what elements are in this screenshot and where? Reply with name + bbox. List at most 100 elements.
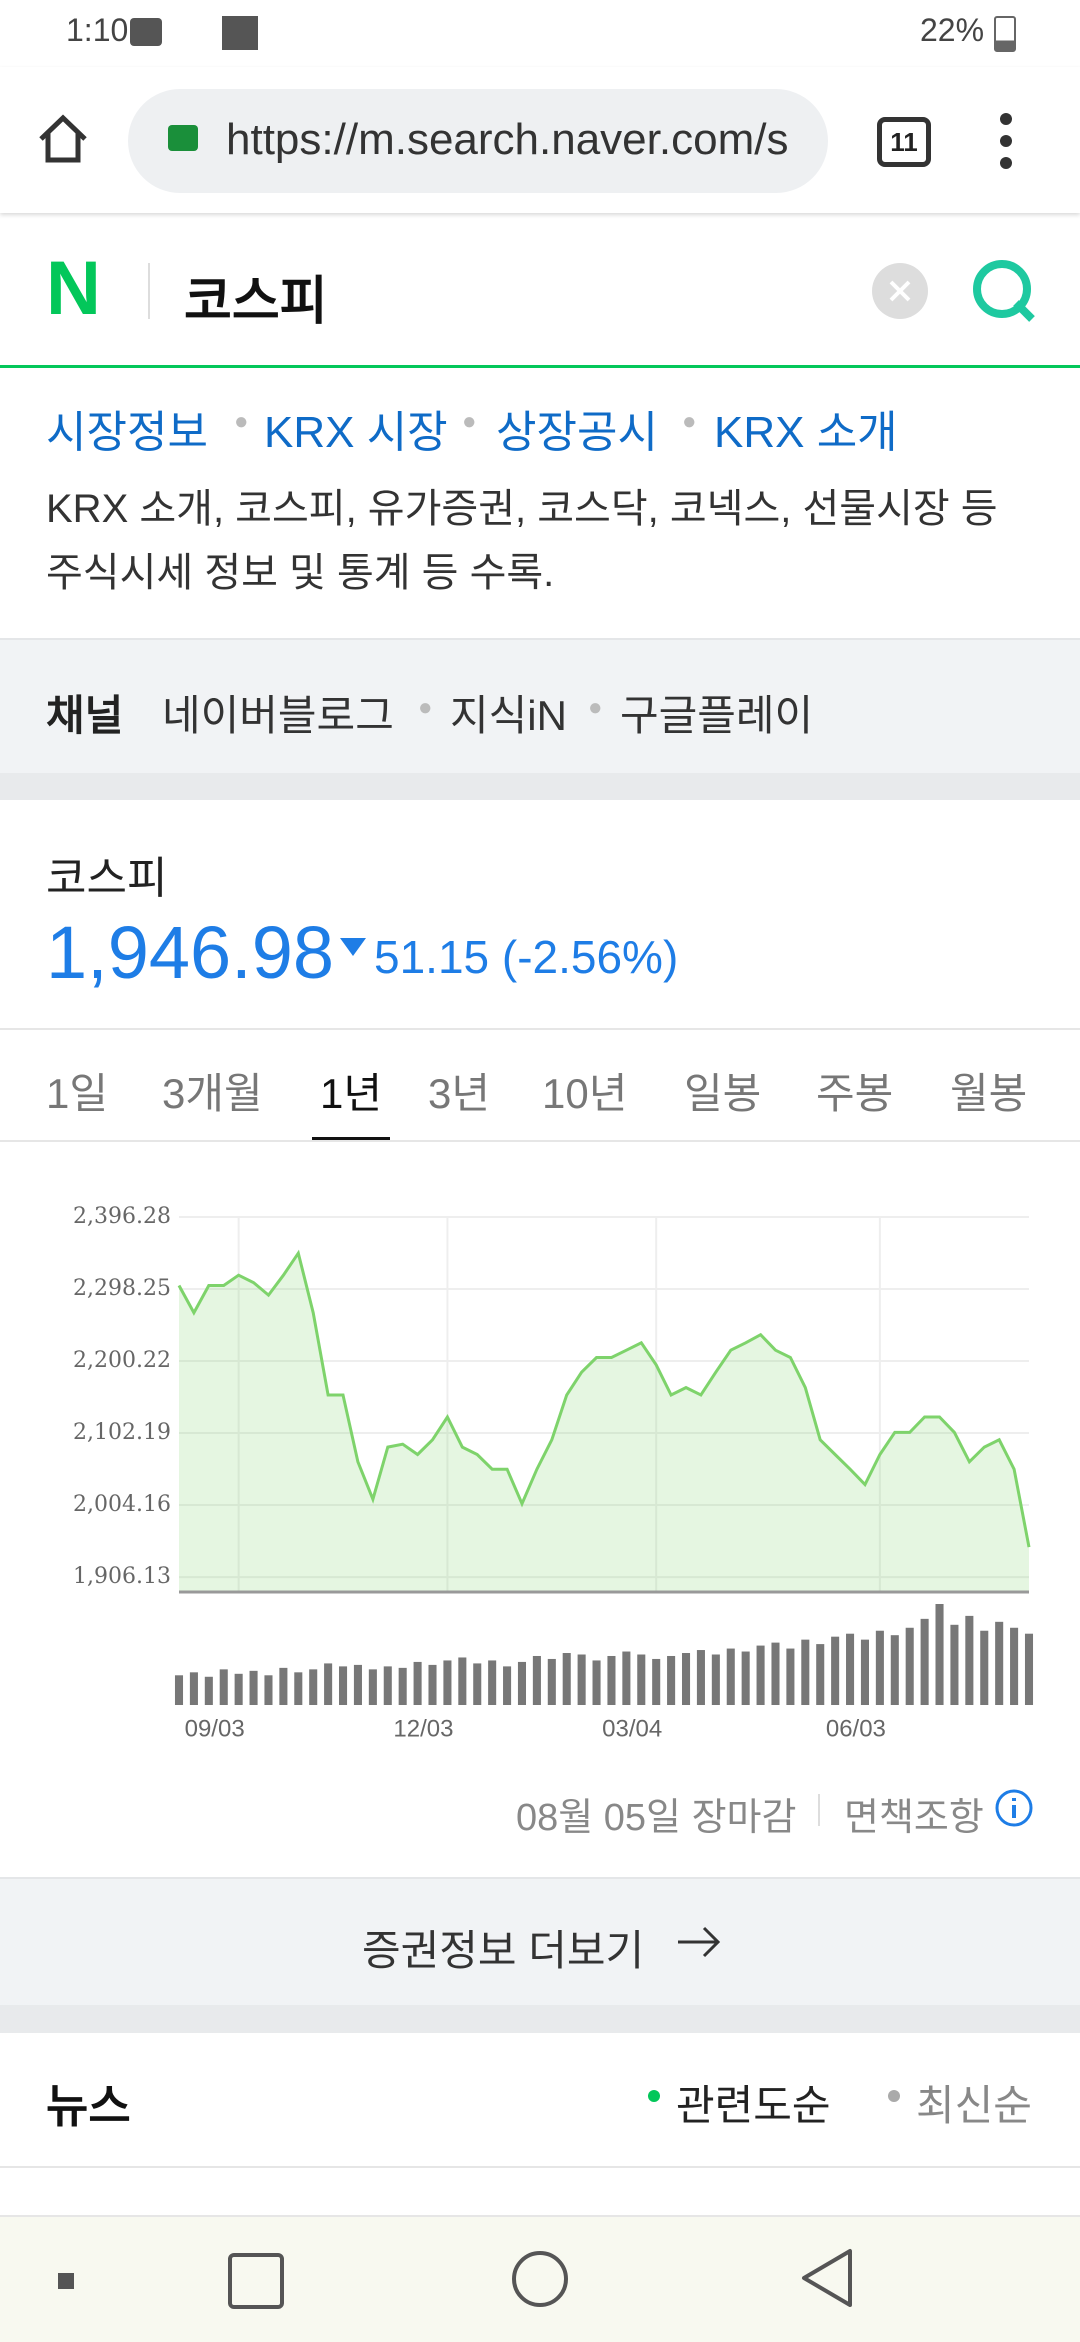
volume-bar (443, 1660, 452, 1705)
disclaimer[interactable]: 면책조항 (844, 1797, 984, 1839)
volume-bar (1024, 1633, 1034, 1705)
battery-icon (994, 16, 1016, 52)
stock-name: 코스피 (46, 854, 168, 903)
volume-bar (353, 1664, 362, 1705)
nav-back[interactable] (800, 2247, 856, 2309)
link[interactable]: 상장공시 (496, 408, 658, 457)
volume-bar (517, 1661, 527, 1705)
channel-item[interactable]: 네이버블로그 (162, 692, 394, 739)
volume-bar (562, 1653, 571, 1705)
separator: ● (682, 408, 697, 435)
info-icon[interactable] (994, 1788, 1034, 1828)
volume-bar (831, 1636, 840, 1705)
volume-bar (234, 1673, 243, 1705)
volume-bar (592, 1660, 601, 1705)
period-tab[interactable]: 10년 (542, 1070, 628, 1117)
link[interactable]: KRX 소개 (714, 408, 898, 457)
menu-button[interactable] (996, 111, 1016, 171)
volume-bar (383, 1666, 392, 1705)
volume-bar (920, 1618, 929, 1705)
period-tab[interactable]: 주봉 (816, 1070, 894, 1117)
volume-bar (965, 1615, 974, 1705)
y-tick-label: 2,298.25 (73, 1276, 171, 1301)
clear-button[interactable] (872, 263, 928, 319)
volume-bar (503, 1666, 512, 1705)
volume-bar (637, 1654, 646, 1705)
section-gap (0, 773, 1080, 800)
volume-bar (1010, 1627, 1019, 1705)
volume-bar (294, 1672, 303, 1705)
y-tick-label: 2,004.16 (73, 1492, 171, 1517)
period-tab[interactable]: 일봉 (684, 1070, 762, 1117)
link[interactable]: 시장정보 (46, 408, 208, 457)
volume-bar (950, 1624, 959, 1705)
volume-bar (174, 1675, 184, 1705)
volume-bar (771, 1642, 780, 1705)
y-tick-label: 1,906.13 (73, 1564, 171, 1589)
stock-change: 51.15 (-2.56%) (374, 931, 679, 983)
period-tab[interactable]: 3년 (428, 1070, 490, 1117)
y-tick-label: 2,200.22 (73, 1348, 171, 1373)
more-button[interactable]: 증권정보 더보기 (0, 1877, 1080, 2007)
price-line (177, 1249, 1031, 1548)
sort-option[interactable]: 최신순 (916, 2082, 1032, 2129)
volume-bar (801, 1639, 810, 1705)
volume-bar (652, 1658, 661, 1705)
sort-dot (888, 2090, 900, 2102)
volume-bar (681, 1653, 691, 1705)
description-line: 주식시세 정보 및 통계 등 수록. (46, 551, 555, 595)
volume-bar (428, 1664, 437, 1705)
lock-icon (168, 125, 198, 151)
market-close: 08월 05일 장마감 (516, 1797, 797, 1839)
volume-bar (667, 1655, 676, 1705)
search-header: N 코스피 (0, 213, 1080, 368)
volume-bar (786, 1648, 795, 1705)
x-tick-label: 12/03 (393, 1715, 453, 1742)
sort-option[interactable]: 관련도순 (676, 2082, 831, 2129)
url-bar[interactable]: https://m.search.naver.com/s (128, 89, 828, 193)
nav-bar (0, 2215, 1080, 2342)
volume-bar (935, 1604, 944, 1705)
naver-logo[interactable]: N (46, 246, 101, 331)
separator: ● (418, 694, 433, 721)
channel-item[interactable]: 지식iN (450, 692, 567, 739)
nav-home[interactable] (512, 2251, 568, 2307)
volume-bar (875, 1630, 884, 1705)
link[interactable]: KRX 시장 (264, 408, 448, 457)
divider (818, 1794, 820, 1826)
period-tab[interactable]: 1년 (312, 1060, 390, 1141)
volume-bar (607, 1655, 616, 1705)
volume-bar (711, 1654, 720, 1705)
period-tab[interactable]: 월봉 (950, 1070, 1028, 1117)
volume-bar (741, 1651, 750, 1705)
divider (0, 2166, 1080, 2168)
volume-bar (726, 1648, 735, 1705)
down-arrow (340, 938, 366, 956)
url-text: https://m.search.naver.com/s (226, 115, 789, 164)
period-tab[interactable]: 1일 (46, 1070, 108, 1117)
volume-bar (696, 1650, 705, 1705)
separator: ● (234, 408, 249, 435)
status-icon (222, 16, 258, 50)
period-tab[interactable]: 3개월 (162, 1070, 263, 1117)
separator: ● (462, 408, 477, 435)
nav-dot[interactable] (58, 2273, 74, 2289)
status-time: 1:10 (66, 12, 129, 48)
volume-bar (532, 1655, 541, 1705)
volume-bar (756, 1645, 765, 1705)
volume-bar (995, 1621, 1004, 1705)
volume-bar (622, 1651, 631, 1705)
search-query[interactable]: 코스피 (184, 273, 328, 331)
volume-bar (249, 1670, 258, 1705)
nav-recent[interactable] (228, 2253, 284, 2309)
channel-item[interactable]: 구글플레이 (620, 692, 814, 739)
volume-bar (980, 1630, 989, 1705)
search-button[interactable] (970, 257, 1042, 329)
channel-row: 채널 네이버블로그 ● 지식iN ● 구글플레이 (0, 638, 1080, 775)
volume-bar (219, 1669, 228, 1705)
x-tick-label: 09/03 (185, 1715, 245, 1742)
tab-count[interactable]: 11 (877, 117, 931, 167)
status-icon (130, 18, 162, 46)
home-button[interactable] (36, 112, 90, 166)
